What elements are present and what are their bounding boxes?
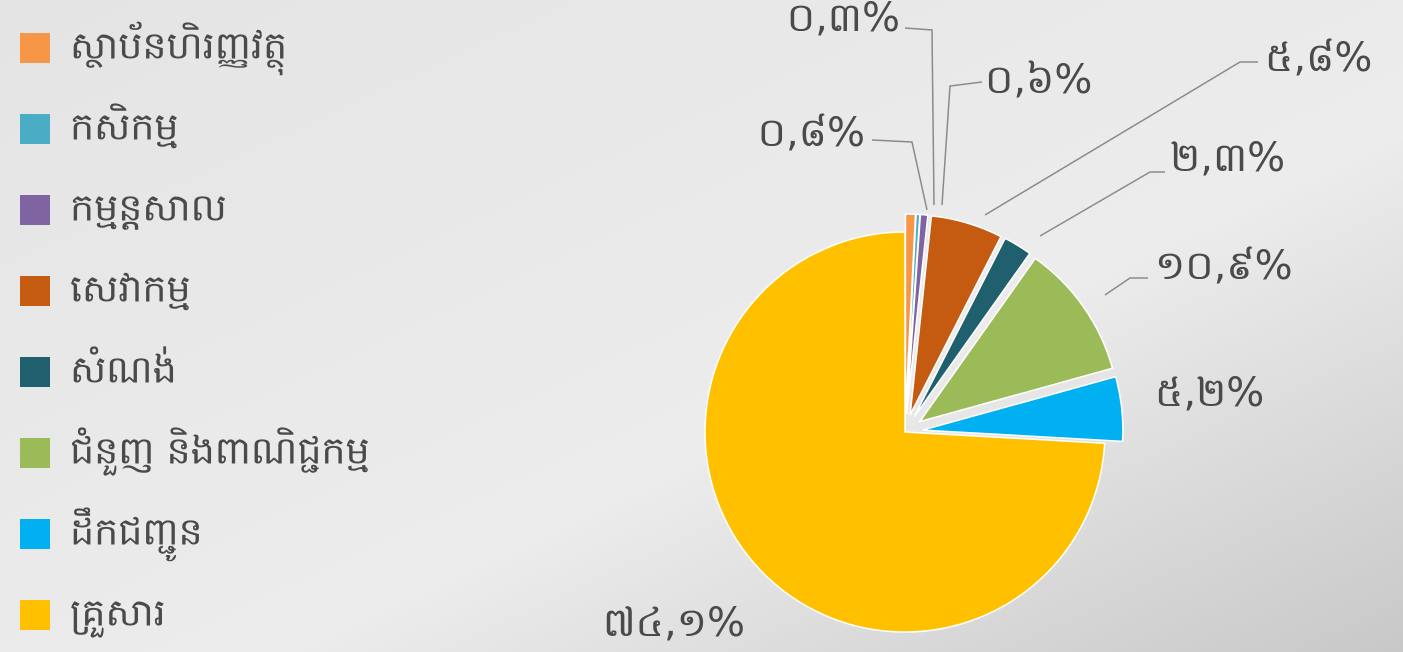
pie-slice — [913, 237, 1031, 418]
data-label: ២,៣% — [1170, 135, 1285, 181]
data-label: ៧៤,១% — [603, 600, 745, 646]
legend-swatch — [20, 357, 50, 387]
data-label: ១០,៩% — [1155, 243, 1293, 289]
pie-slice — [905, 213, 929, 415]
legend-label: សំណង់ — [70, 346, 177, 392]
legend-swatch — [20, 438, 50, 468]
data-label: ៥,២% — [1155, 370, 1264, 416]
leader-line — [1104, 277, 1148, 296]
legend-label: កសិកម្ម — [70, 103, 179, 149]
pie-slice — [704, 231, 1106, 633]
data-label: ០,៦% — [985, 57, 1092, 103]
data-label: ៥,៨% — [1265, 35, 1372, 81]
legend-label: គ្រួសារ — [70, 591, 166, 639]
pie-slice — [922, 375, 1124, 443]
legend-label: ជំនួញ និងពាណិជ្ជកម្ម — [70, 427, 370, 477]
legend-swatch — [20, 195, 50, 225]
legend-label: ដឹកជញ្ជូន — [70, 507, 203, 562]
legend-label: សេវាកម្ម — [70, 267, 191, 311]
legend-swatch — [20, 276, 50, 306]
leader-line — [984, 61, 1258, 216]
pie-slice — [909, 215, 1002, 416]
leader-line — [1039, 171, 1165, 237]
leader-line — [941, 81, 983, 206]
leader-line — [871, 139, 928, 211]
pie-slice — [917, 257, 1114, 423]
leader-line — [904, 27, 935, 206]
legend-swatch — [20, 519, 50, 549]
data-label: ០,៨% — [758, 110, 865, 156]
legend-swatch — [20, 600, 50, 630]
legend-swatch — [20, 33, 50, 63]
legend-label: ស្ថាប័នហិរញ្ញវត្ថុ — [70, 22, 287, 76]
legend-label: កម្មន្តសាល — [70, 186, 227, 231]
data-label: ០,៣% — [787, 0, 900, 41]
legend-swatch — [20, 114, 50, 144]
